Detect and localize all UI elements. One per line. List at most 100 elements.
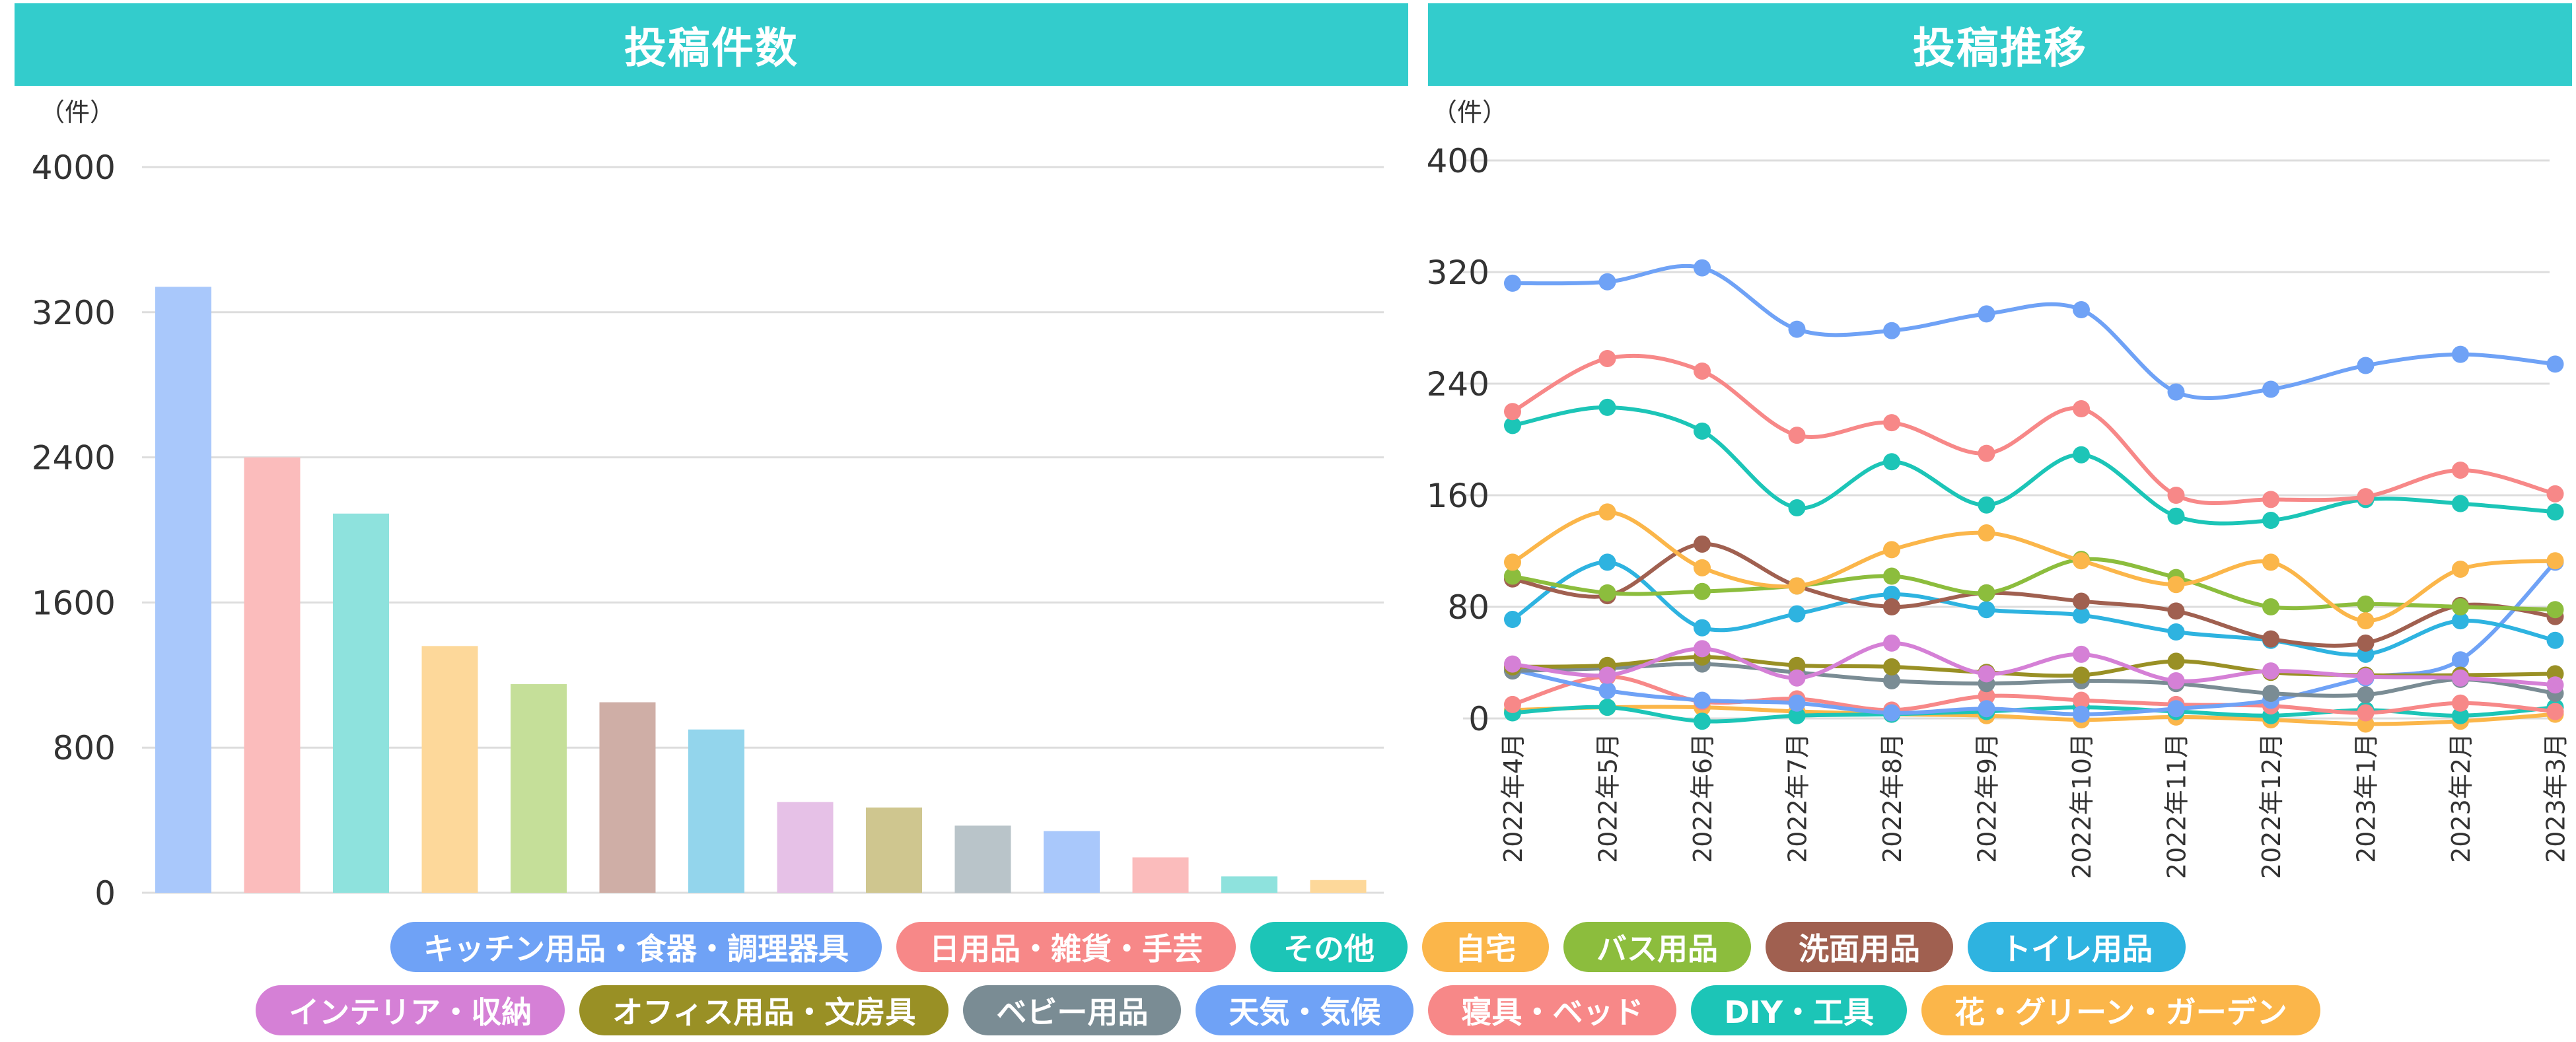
series-9-point-7: [2073, 666, 2090, 684]
series-3-point-8: [2167, 507, 2185, 525]
series-2-point-5: [1883, 414, 1900, 432]
series-7-point-12: [2546, 631, 2564, 649]
series-4-point-2: [1598, 503, 1616, 521]
series-6-point-7: [2073, 592, 2090, 610]
series-4-point-4: [1788, 577, 1806, 595]
legend-item[interactable]: その他: [1250, 922, 1408, 972]
bar-y-unit: （件）: [40, 98, 115, 127]
legend-item[interactable]: インテリア・収納: [256, 985, 565, 1035]
series-8-point-5: [1883, 634, 1900, 652]
series-7-point-7: [2073, 606, 2090, 624]
series-13-point-11: [2452, 707, 2469, 724]
series-2-point-7: [2073, 400, 2090, 418]
series-1-point-1: [1504, 274, 1521, 292]
legend-item[interactable]: キッチン用品・食器・調理器具: [390, 922, 882, 972]
series-11-point-6: [1978, 700, 1995, 718]
series-7-point-11: [2452, 612, 2469, 630]
series-4-point-10: [2357, 612, 2375, 630]
line-x-tick-label: 2022年11月: [2163, 733, 2192, 879]
series-9-point-4: [1788, 656, 1806, 674]
series-4-point-1: [1504, 553, 1521, 571]
series-11-point-4: [1788, 694, 1806, 712]
bar-y-tick-label: 3200: [32, 294, 116, 332]
line-x-tick-label: 2023年1月: [2352, 733, 2381, 863]
line-y-unit: （件）: [1432, 98, 1507, 127]
line-x-tick-label: 2022年12月: [2257, 733, 2286, 879]
legend-item[interactable]: 日用品・雑貨・手芸: [896, 922, 1236, 972]
series-4-point-12: [2546, 552, 2564, 570]
series-10-point-5: [1883, 672, 1900, 689]
series-8-point-4: [1788, 669, 1806, 687]
legend-item[interactable]: 洗面用品: [1766, 922, 1953, 972]
series-4-point-7: [2073, 552, 2090, 570]
series-3-point-6: [1978, 496, 1995, 514]
legend-item[interactable]: 花・グリーン・ガーデン: [1921, 985, 2320, 1035]
series-7-point-6: [1978, 601, 1995, 619]
series-6-point-5: [1883, 598, 1900, 615]
bar-1: [155, 287, 211, 893]
series-7-point-1: [1504, 611, 1521, 629]
legend-item[interactable]: オフィス用品・文房具: [579, 985, 949, 1035]
series-3-point-11: [2452, 495, 2469, 512]
series-13-point-3: [1694, 712, 1711, 730]
series-4-point-11: [2452, 560, 2469, 578]
line-x-tick-label: 2022年7月: [1783, 733, 1812, 863]
line-y-tick-label: 320: [1427, 254, 1489, 292]
bar-9: [866, 807, 922, 893]
series-4-point-5: [1883, 541, 1900, 559]
line-x-tick-label: 2022年10月: [2067, 733, 2096, 879]
line-x-tick-label: 2023年3月: [2542, 733, 2571, 863]
bar-2: [244, 457, 301, 893]
series-1-point-5: [1883, 322, 1900, 339]
series-3-point-4: [1788, 499, 1806, 517]
bar-y-tick-label: 2400: [32, 439, 116, 477]
series-2-point-1: [1504, 403, 1521, 421]
legend-item[interactable]: バス用品: [1563, 922, 1751, 972]
bar-5: [511, 684, 567, 893]
line-y-tick-label: 240: [1427, 365, 1489, 403]
series-7-point-4: [1788, 605, 1806, 623]
series-12-point-7: [2073, 691, 2090, 709]
legend-row-2: インテリア・収納 オフィス用品・文房具 ベビー用品 天気・気候 寝具・ベッド DIY・工具…: [0, 984, 2576, 1037]
line-x-tick-label: 2022年5月: [1594, 733, 1623, 863]
series-line-6: [1512, 541, 2556, 648]
series-6-point-9: [2262, 630, 2279, 648]
series-4-point-9: [2262, 553, 2279, 571]
series-1-point-10: [2357, 357, 2375, 374]
legend-item[interactable]: 自宅: [1422, 922, 1549, 972]
series-6-point-8: [2167, 602, 2185, 620]
legend-item[interactable]: トイレ用品: [1968, 922, 2186, 972]
bar-6: [599, 702, 656, 893]
series-10-point-10: [2357, 686, 2375, 704]
series-8-point-3: [1694, 640, 1711, 658]
legend-item[interactable]: 寝具・ベッド: [1428, 985, 1677, 1035]
bar-11: [1044, 831, 1100, 893]
series-12-point-6: [1978, 687, 1995, 705]
legend-item[interactable]: DIY・工具: [1691, 985, 1907, 1035]
series-3-point-3: [1694, 422, 1711, 440]
series-8-point-7: [2073, 645, 2090, 663]
series-7-point-8: [2167, 623, 2185, 641]
series-8-point-8: [2167, 672, 2185, 689]
series-7-point-3: [1694, 619, 1711, 637]
bar-8: [777, 802, 834, 893]
series-line-5: [1512, 557, 2556, 612]
series-2-point-11: [2452, 461, 2469, 479]
bar-chart-title: 投稿件数: [15, 3, 1408, 86]
series-5-point-6: [1978, 584, 1995, 602]
legend-item[interactable]: ベビー用品: [963, 985, 1182, 1035]
legend-item[interactable]: 天気・気候: [1196, 985, 1414, 1035]
series-12-point-1: [1504, 695, 1521, 713]
bar-13: [1221, 876, 1277, 893]
series-2-point-9: [2262, 491, 2279, 508]
line-x-tick-label: 2022年9月: [1973, 733, 2002, 863]
series-12-point-10: [2357, 704, 2375, 722]
series-5-point-10: [2357, 595, 2375, 613]
series-1-point-12: [2546, 355, 2564, 373]
series-5-point-12: [2546, 601, 2564, 619]
series-3-point-12: [2546, 503, 2564, 521]
series-4-point-3: [1694, 559, 1711, 576]
series-8-point-6: [1978, 665, 1995, 683]
